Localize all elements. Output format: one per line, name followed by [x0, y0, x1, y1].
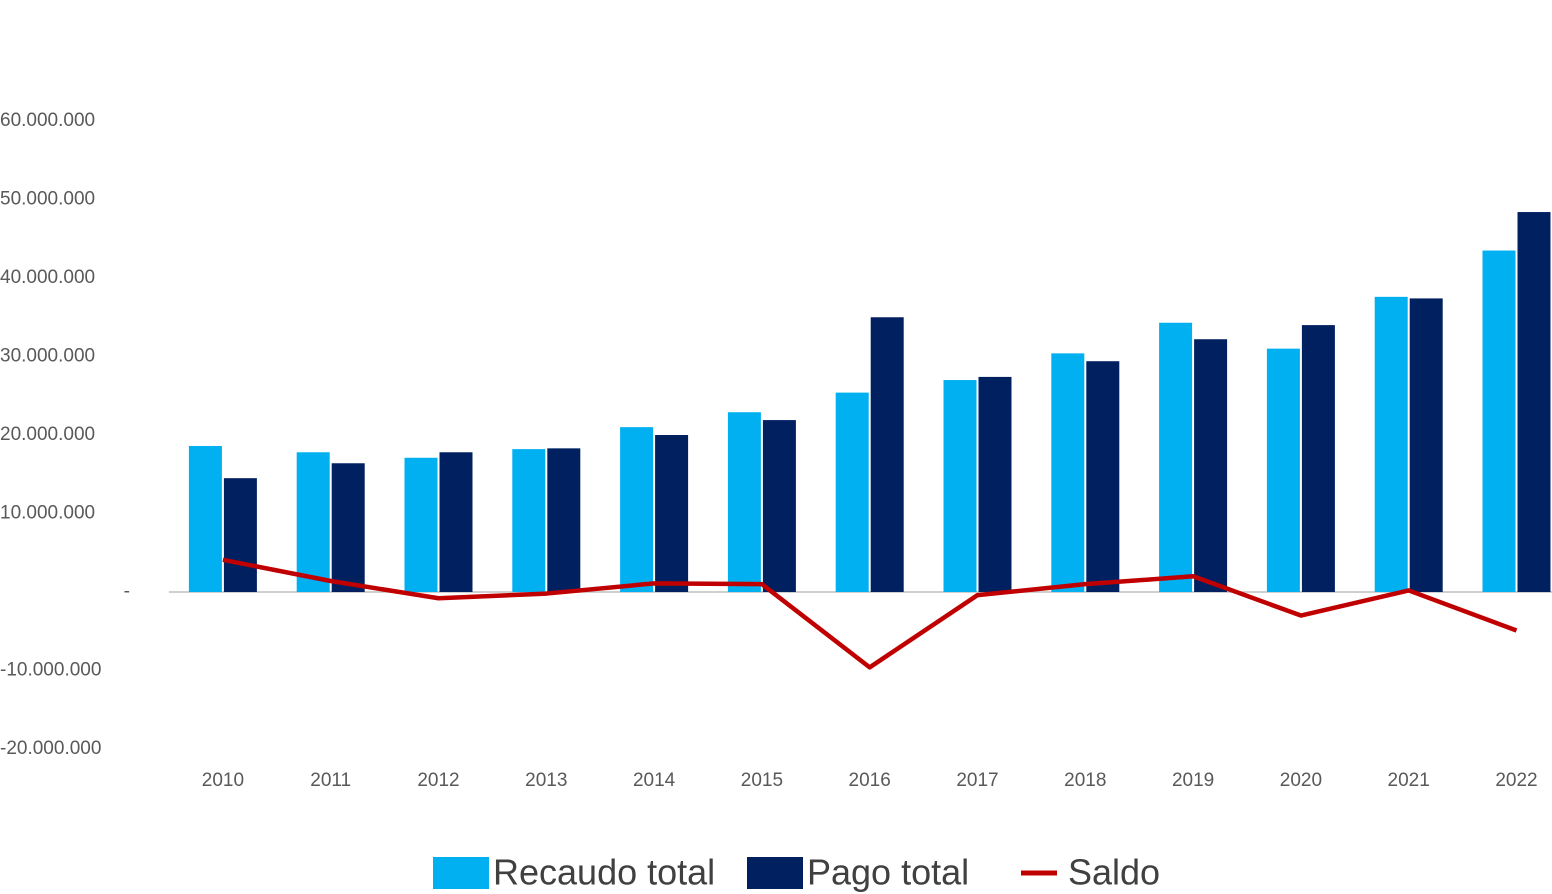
bar	[1051, 353, 1085, 592]
y-tick-label: 60.000.000	[0, 110, 95, 131]
legend-swatch	[433, 857, 489, 889]
y-tick-label: 30.000.000	[0, 346, 95, 367]
bar	[331, 463, 365, 592]
legend-label: Saldo	[1068, 852, 1160, 893]
bar	[1517, 212, 1551, 592]
bar	[296, 452, 330, 592]
x-tick-label: 2012	[417, 770, 459, 791]
y-tick-label: -10.000.000	[0, 660, 101, 681]
bar	[1374, 296, 1408, 592]
bar	[978, 376, 1012, 592]
x-tick-label: 2019	[1172, 770, 1214, 791]
x-tick-label: 2016	[849, 770, 891, 791]
y-tick-label: 40.000.000	[0, 267, 95, 288]
legend-swatch	[747, 857, 803, 889]
y-tick-label: -	[124, 581, 130, 602]
bar	[870, 317, 904, 592]
bar	[1159, 322, 1193, 592]
bar	[1266, 348, 1300, 592]
x-tick-label: 2022	[1495, 770, 1537, 791]
bar	[404, 457, 438, 592]
bar	[1086, 361, 1120, 592]
y-tick-label: 10.000.000	[0, 503, 95, 524]
y-tick-label: 50.000.000	[0, 189, 95, 210]
bar	[188, 445, 222, 592]
x-tick-label: 2013	[525, 770, 567, 791]
x-tick-label: 2010	[202, 770, 244, 791]
bar	[943, 380, 977, 592]
x-tick-label: 2014	[633, 770, 676, 791]
bar	[223, 478, 257, 592]
bar	[439, 452, 473, 592]
bar	[655, 435, 689, 592]
bar	[762, 420, 796, 592]
bar	[835, 392, 869, 592]
bar	[1482, 250, 1516, 592]
y-tick-label: -20.000.000	[0, 738, 101, 759]
bar	[547, 448, 581, 592]
bar	[512, 449, 546, 592]
y-tick-label: 20.000.000	[0, 424, 95, 445]
bar	[1409, 298, 1443, 592]
x-tick-label: 2015	[741, 770, 783, 791]
bar	[727, 412, 761, 592]
bar	[620, 427, 654, 592]
x-tick-label: 2011	[310, 770, 351, 791]
legend-label: Recaudo total	[493, 852, 715, 893]
line	[222, 557, 1518, 670]
x-tick-label: 2021	[1388, 770, 1430, 791]
x-tick-label: 2020	[1280, 770, 1322, 791]
x-tick-label: 2018	[1064, 770, 1106, 791]
bar	[1301, 325, 1335, 592]
bar	[1194, 339, 1228, 592]
legend-label: Pago total	[807, 852, 969, 893]
x-tick-label: 2017	[956, 770, 998, 791]
